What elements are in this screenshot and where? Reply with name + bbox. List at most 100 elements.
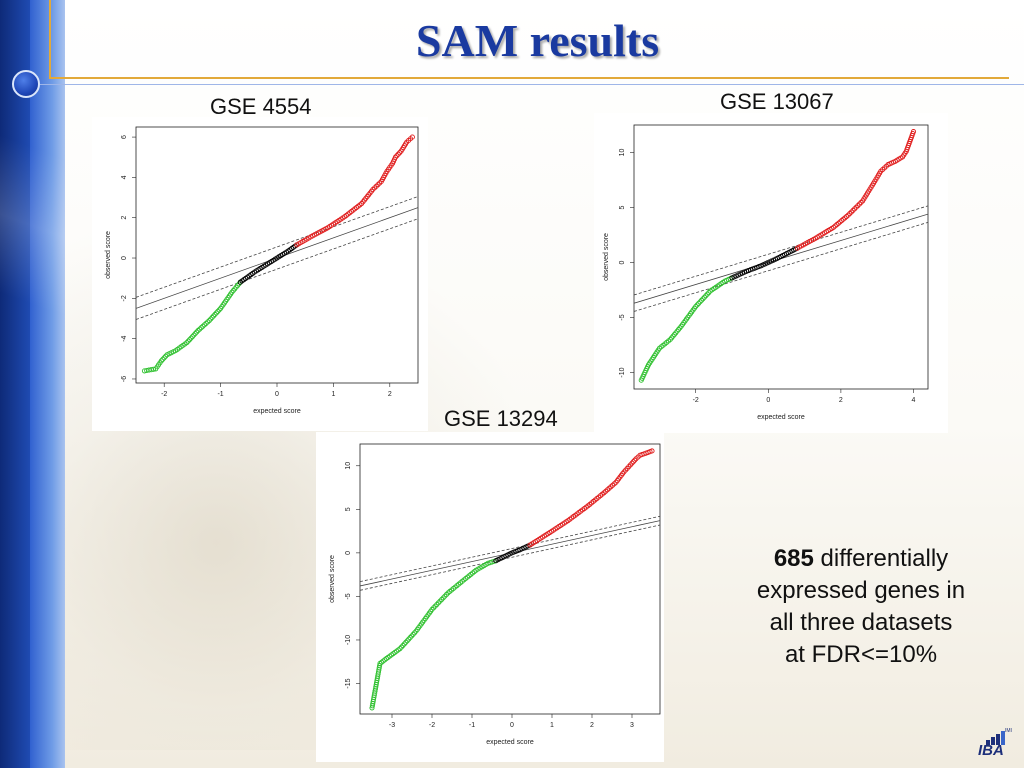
data-point-green [693,303,699,310]
y-tick-label: 10 [619,149,626,157]
plot-frame [633,124,929,390]
qq-plot-gse4554: -2 -1 0 1 2 -6 -4 -2 0 2 4 6 expected score observed … [105,126,419,415]
band-lower-line [136,218,418,320]
x-tick-label: 1 [550,722,554,729]
y-tick-label: 10 [345,462,352,470]
x-axis-title: expected score [253,408,301,415]
summary-line-2: expressed genes in [756,577,966,604]
y-tick-label: 4 [121,175,128,179]
data-point-green [194,329,200,335]
data-point-green [209,314,215,321]
x-axis-title: expected score [757,414,805,421]
band-upper-line [634,205,928,296]
summary-text: 685 differentially expressed genes in al… [722,543,1000,671]
x-tick-label: 0 [510,722,514,729]
y-tick-label: 6 [121,135,128,139]
y-tick-label: 5 [345,507,352,511]
x-tick-label: 2 [839,397,843,404]
y-tick-label: -10 [619,367,626,377]
data-point-red [630,459,636,465]
decorative-vertical-line [49,0,51,78]
qq-plot-gse13067: -2 0 2 4 -10 -5 0 5 10 expected score observed sco… [603,124,929,421]
band-lower-line [634,221,928,312]
data-point-green [212,311,218,318]
data-point-red [649,448,655,454]
data-point-green [698,297,705,303]
y-tick-label: -6 [121,376,128,382]
y-tick-label: -15 [345,678,352,688]
logo-text: IBA [978,742,1004,759]
data-point-green [206,317,212,324]
data-point-green [701,294,707,300]
decorative-horizontal-line [49,77,1009,79]
data-point-green [211,313,217,319]
plot-title-gse13067: GSE 13067 [720,89,834,114]
plot-panel-gse13067: -2 0 2 4 -10 -5 0 5 10 expected score observed sco… [594,113,948,433]
left-decorative-bar-dark [0,0,30,768]
data-point-red [629,460,635,466]
x-tick-label: -2 [693,397,699,404]
y-axis-title: observed score [105,231,112,279]
x-tick-label: 2 [590,722,594,729]
data-point-green [216,307,222,313]
data-point-red [395,151,401,157]
y-tick-label: 0 [345,551,352,555]
x-tick-label: -3 [389,722,395,729]
y-tick-label: 5 [619,205,626,209]
data-point-green [703,293,709,299]
x-tick-label: 4 [912,397,916,404]
y-axis-title: observed score [603,233,610,281]
y-tick-label: 2 [121,216,128,220]
summary-line-4: at FDR<=10% [784,641,938,668]
data-point-green [187,337,193,343]
plot-panel-gse4554: -2 -1 0 1 2 -6 -4 -2 0 2 4 6 expected score observed … [92,117,428,431]
data-point-green [696,300,702,306]
data-point-green [192,331,198,337]
data-point-green [184,340,190,346]
data-point-green [160,356,166,362]
y-tick-label: -10 [345,635,352,645]
x-tick-label: -1 [217,391,223,398]
plot-frame [135,126,419,384]
summary-line-1: 685 differentially [722,543,1000,575]
y-tick-label: -2 [121,295,128,301]
data-point-green [188,335,194,341]
band-lower-line [360,524,660,591]
decorative-horizontal-line-secondary [40,84,1024,85]
y-tick-label: -5 [619,314,626,320]
iba-logo: IMI IBA [978,728,1020,760]
logo-bars-icon [986,731,1005,745]
decorative-circle-icon [12,70,40,98]
data-point-green [213,310,219,316]
x-tick-label: 2 [388,391,392,398]
data-point-green [150,366,157,372]
data-point-green [158,358,164,364]
data-point-red [394,153,400,159]
x-tick-label: 1 [331,391,335,398]
x-tick-label: -2 [161,391,167,398]
data-point-green [163,353,169,359]
plot-title-gse4554: GSE 4554 [210,94,312,119]
x-tick-label: 0 [275,391,279,398]
plot-panel-gse13294: -3 -2 -1 0 1 2 3 -15 -10 -5 0 5 10 expected score obse… [316,432,664,762]
data-point-green [697,299,703,305]
data-point-green [694,302,700,308]
left-bar-highlight [0,0,65,768]
x-axis-title: expected score [486,739,534,746]
data-point-red [409,134,415,140]
data-point-green [215,308,221,314]
band-upper-line [136,196,418,298]
data-point-green [191,332,197,338]
summary-line-1-rest: differentially [813,545,949,572]
data-point-green [189,334,195,340]
logo-small-text: IMI [1005,728,1012,734]
band-upper-line [360,515,660,583]
y-axis-title: observed score [329,555,336,603]
data-point-green [706,290,712,296]
plot-title-gse13294: GSE 13294 [444,406,558,431]
data-point-green [185,338,191,344]
x-tick-label: 0 [766,397,770,404]
data-point-green [208,316,214,322]
data-point-red [397,150,403,156]
summary-count: 685 [773,545,814,572]
